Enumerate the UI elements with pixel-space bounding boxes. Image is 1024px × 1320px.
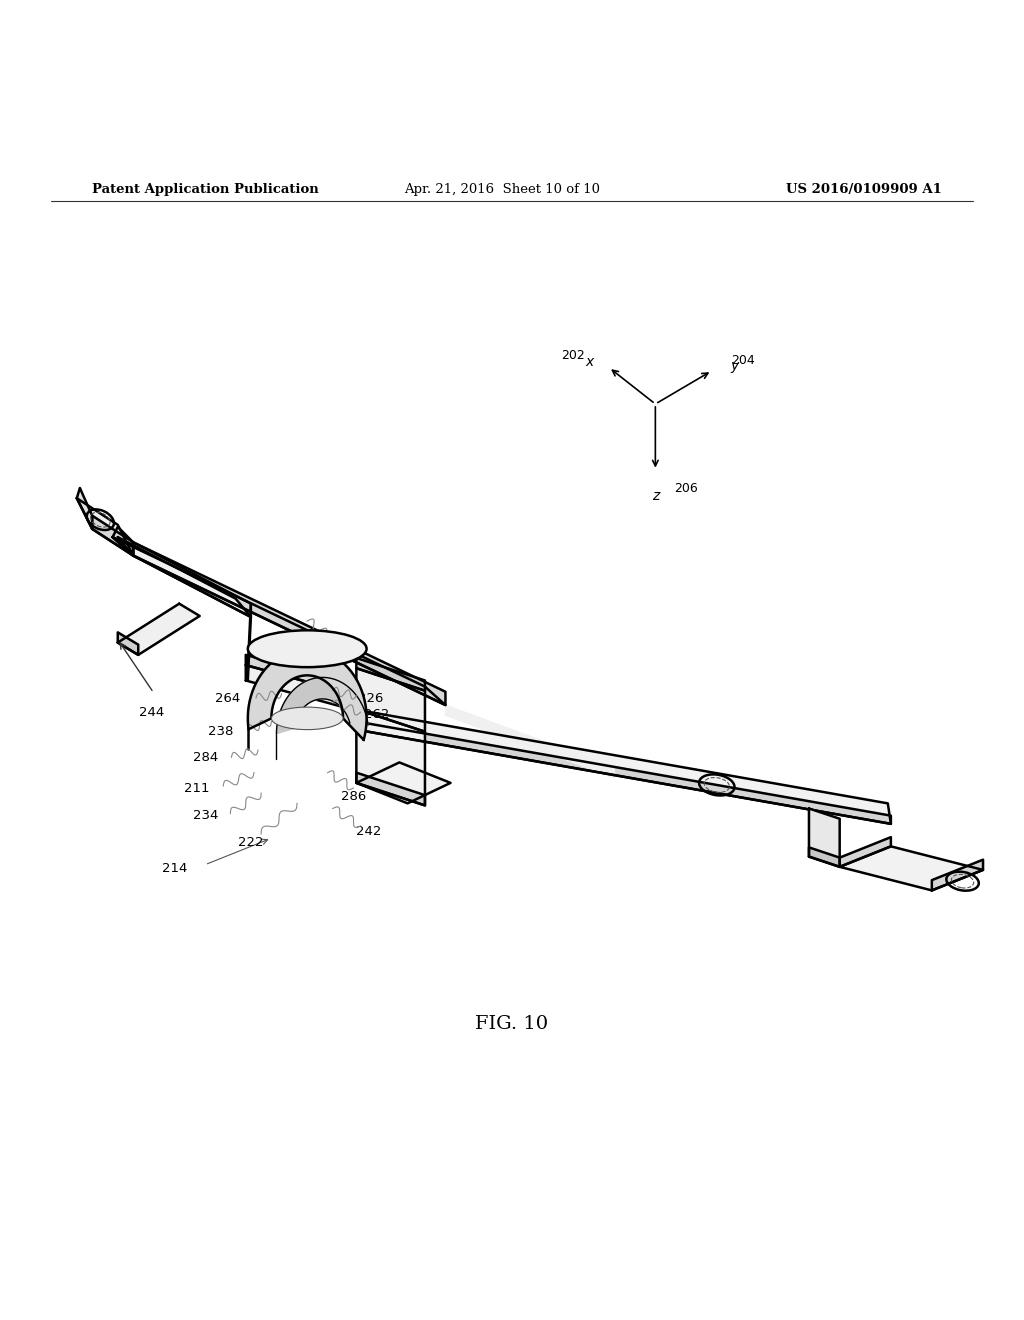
Polygon shape [118, 603, 200, 655]
Text: 204: 204 [731, 354, 755, 367]
Polygon shape [356, 657, 425, 690]
Polygon shape [133, 543, 445, 705]
Text: Patent Application Publication: Patent Application Publication [92, 183, 318, 197]
Ellipse shape [248, 631, 367, 667]
Text: 286: 286 [341, 789, 366, 803]
Polygon shape [248, 631, 367, 648]
Polygon shape [809, 808, 840, 867]
Polygon shape [118, 537, 251, 616]
Text: 284: 284 [193, 751, 218, 764]
Text: FIG. 10: FIG. 10 [475, 1015, 549, 1032]
Ellipse shape [271, 708, 343, 730]
Polygon shape [445, 705, 614, 777]
Text: 211: 211 [184, 781, 210, 795]
Polygon shape [113, 527, 133, 556]
Text: z: z [651, 488, 659, 503]
Polygon shape [356, 763, 451, 804]
Polygon shape [246, 655, 358, 696]
Polygon shape [356, 722, 891, 824]
Text: x: x [585, 355, 594, 370]
Polygon shape [246, 665, 358, 711]
Polygon shape [77, 498, 133, 556]
Polygon shape [932, 859, 983, 891]
Text: 202: 202 [561, 348, 585, 362]
Text: 226: 226 [358, 693, 384, 705]
Polygon shape [356, 709, 425, 805]
Polygon shape [118, 632, 138, 655]
Polygon shape [840, 837, 891, 867]
Text: 234: 234 [193, 809, 218, 822]
Text: 264: 264 [215, 693, 241, 705]
Text: 262: 262 [364, 708, 389, 721]
Text: 206: 206 [674, 483, 698, 495]
Polygon shape [840, 846, 983, 891]
Text: 222: 222 [239, 836, 263, 849]
Polygon shape [77, 488, 92, 529]
Polygon shape [356, 772, 425, 805]
Text: 214: 214 [162, 862, 187, 875]
Text: 238: 238 [208, 725, 233, 738]
Polygon shape [133, 543, 251, 616]
Text: y: y [730, 359, 738, 372]
Text: 242: 242 [356, 825, 381, 837]
Polygon shape [113, 537, 445, 705]
Text: 219: 219 [321, 642, 345, 655]
Text: 244: 244 [139, 706, 164, 718]
Polygon shape [276, 677, 368, 734]
Polygon shape [353, 709, 891, 824]
Text: Apr. 21, 2016  Sheet 10 of 10: Apr. 21, 2016 Sheet 10 of 10 [403, 183, 600, 197]
Polygon shape [356, 668, 425, 731]
Polygon shape [92, 516, 133, 556]
Polygon shape [809, 847, 840, 867]
Text: US 2016/0109909 A1: US 2016/0109909 A1 [786, 183, 942, 197]
Polygon shape [248, 648, 367, 741]
